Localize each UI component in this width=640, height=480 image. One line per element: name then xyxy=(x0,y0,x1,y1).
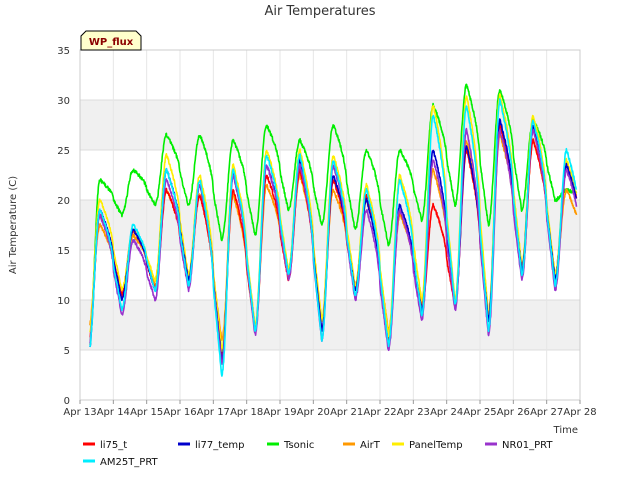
grid-band xyxy=(80,300,580,350)
y-tick-label: 20 xyxy=(57,196,70,207)
y-tick-label: 35 xyxy=(57,46,70,57)
legend-label: Tsonic xyxy=(283,440,314,451)
legend-label: AM25T_PRT xyxy=(100,457,159,468)
x-axis-label: Time xyxy=(553,425,578,436)
series-line-tsonic xyxy=(89,83,578,346)
x-tick-label: Apr 25 xyxy=(463,407,496,418)
x-tick-label: Apr 21 xyxy=(330,407,363,418)
y-tick-label: 15 xyxy=(57,246,70,257)
y-axis-ticks: 0 5 10 15 20 25 30 35 xyxy=(57,46,70,407)
x-tick-label: Apr 13 xyxy=(63,407,96,418)
legend-label: li77_temp xyxy=(195,440,244,451)
x-axis-ticks: Apr 13 Apr 14 Apr 15 Apr 16 Apr 17 Apr 18 Apr … xyxy=(63,400,597,418)
plot-frame xyxy=(79,49,581,401)
series-lines xyxy=(89,83,578,377)
x-tick-label: Apr 26 xyxy=(497,407,530,418)
legend-label: li75_t xyxy=(100,440,127,451)
site-badge-label: WP_flux xyxy=(89,37,134,48)
chart-title: Air Temperatures xyxy=(264,4,375,19)
legend-label: AirT xyxy=(360,440,381,451)
y-tick-label: 25 xyxy=(57,146,70,157)
series-line-am25t-prt xyxy=(89,98,578,377)
y-tick-label: 5 xyxy=(64,346,70,357)
x-tick-label: Apr 20 xyxy=(297,407,330,418)
x-tick-label: Apr 15 xyxy=(130,407,163,418)
legend: li75_t li77_temp Tsonic AirT PanelTemp NR01_P… xyxy=(83,440,553,468)
x-tick-label: Apr 27 xyxy=(530,407,563,418)
x-tick-label: Apr 16 xyxy=(163,407,196,418)
x-tick-label: Apr 28 xyxy=(563,407,596,418)
x-tick-label: Apr 18 xyxy=(230,407,263,418)
x-tick-label: Apr 23 xyxy=(397,407,430,418)
x-tick-label: Apr 24 xyxy=(430,407,463,418)
x-tick-label: Apr 19 xyxy=(263,407,296,418)
y-tick-label: 10 xyxy=(57,296,70,307)
y-tick-label: 30 xyxy=(57,96,70,107)
x-tick-label: Apr 17 xyxy=(197,407,230,418)
legend-label: NR01_PRT xyxy=(502,440,553,451)
site-badge-box xyxy=(80,30,142,51)
x-tick-label: Apr 22 xyxy=(363,407,396,418)
site-badge: WP_flux xyxy=(80,30,142,51)
legend-label: PanelTemp xyxy=(409,440,463,451)
y-tick-label: 0 xyxy=(64,396,70,407)
x-tick-label: Apr 14 xyxy=(97,407,130,418)
y-axis-label: Air Temperature (C) xyxy=(8,176,19,274)
